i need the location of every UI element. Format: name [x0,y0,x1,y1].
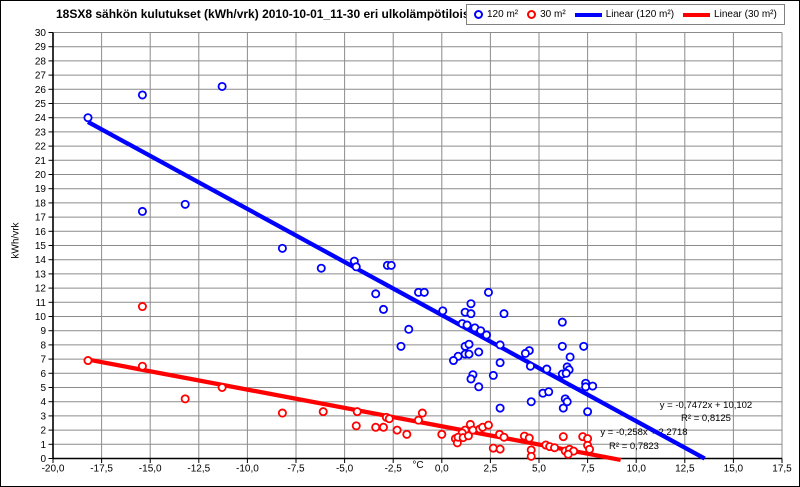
data-point [522,350,529,357]
data-point [582,383,589,390]
data-point [483,331,490,338]
data-point [475,348,482,355]
legend-item-2: Linear (120 m²) [575,9,674,20]
data-point [380,306,387,313]
data-point [543,365,550,372]
data-point [584,408,591,415]
data-point [139,208,146,215]
legend-item-3: Linear (30 m²) [683,9,777,20]
trendline-linear-120-m- [88,122,705,459]
data-point [563,370,570,377]
data-point [421,289,428,296]
data-point [84,114,91,121]
data-point [527,363,534,370]
series-120-m- [84,83,596,415]
y-axis-title: kWh/vrk [11,211,22,271]
data-point [490,372,497,379]
data-point [559,343,566,350]
data-point [551,444,558,451]
data-point [320,408,327,415]
data-point [497,404,504,411]
data-point [450,357,457,364]
data-point [372,424,379,431]
data-point [439,307,446,314]
data-point [388,262,395,269]
data-point [485,422,492,429]
legend-item-0: 120 m² [474,9,518,20]
chart-window: 0123456789101112131415161718192021222324… [0,0,800,487]
data-point [500,310,507,317]
data-point [139,91,146,98]
data-point [465,341,472,348]
data-point [586,446,593,453]
data-point [318,265,325,272]
data-point [353,422,360,429]
data-point [182,395,189,402]
legend-line-marker-icon [575,13,602,17]
data-point [279,245,286,252]
data-point [380,424,387,431]
legend-item-1: 30 m² [527,9,566,20]
data-point [353,263,360,270]
data-point [526,434,533,441]
data-point [497,359,504,366]
data-point [475,383,482,390]
data-point [182,201,189,208]
data-point [415,417,422,424]
data-point [485,289,492,296]
legend: 120 m² 30 m² Linear (120 m²) Linear (30 m²) [466,4,785,25]
data-point [565,451,572,458]
data-point [560,404,567,411]
data-point [559,319,566,326]
data-point [467,310,474,317]
data-point [580,343,587,350]
plot-series [1,1,800,487]
data-point [567,353,574,360]
data-point [219,83,226,90]
data-point [84,357,91,364]
data-point [354,408,361,415]
data-point [528,398,535,405]
data-point [279,409,286,416]
legend-label: Linear (30 m²) [714,9,777,20]
data-point [545,388,552,395]
chart-title: 18SX8 sähkön kulutukset (kWh/vrk) 2010-1… [56,7,483,21]
data-point [500,434,507,441]
data-point [528,453,535,460]
data-point [139,303,146,310]
data-point [560,433,567,440]
data-point [419,409,426,416]
data-point [497,446,504,453]
data-point [467,375,474,382]
data-point [139,363,146,370]
data-point [405,326,412,333]
legend-line-marker-icon [683,13,710,17]
data-point [403,431,410,438]
data-point [386,415,393,422]
data-point [467,300,474,307]
data-point [463,321,470,328]
data-point [497,341,504,348]
data-point [219,384,226,391]
legend-label: 30 m² [540,9,566,20]
legend-circle-marker-icon [527,10,536,19]
data-point [589,382,596,389]
data-point [465,351,472,358]
series-30-m- [84,303,593,460]
legend-label: 120 m² [487,9,518,20]
legend-circle-marker-icon [474,10,483,19]
legend-label: Linear (120 m²) [606,9,674,20]
data-point [393,427,400,434]
data-point [372,290,379,297]
data-point [397,343,404,350]
data-point [438,431,445,438]
x-axis-title: °C [412,460,423,471]
